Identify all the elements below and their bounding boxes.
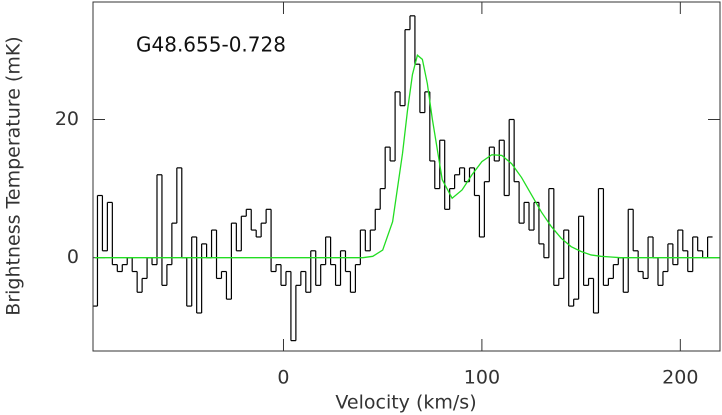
x-tick-label: 100	[464, 367, 500, 389]
y-tick-label: 20	[55, 108, 79, 130]
plot-frame	[92, 1, 721, 352]
x-tick-label: 200	[662, 367, 698, 389]
y-tick-label: 0	[67, 246, 79, 268]
y-axis-label: Brightness Temperature (mK)	[3, 36, 25, 315]
annotation: G48.655-0.728	[136, 33, 286, 57]
fit-line	[94, 54, 720, 259]
x-axis-label: Velocity (km/s)	[335, 392, 476, 414]
x-tick-label: 0	[277, 367, 289, 389]
